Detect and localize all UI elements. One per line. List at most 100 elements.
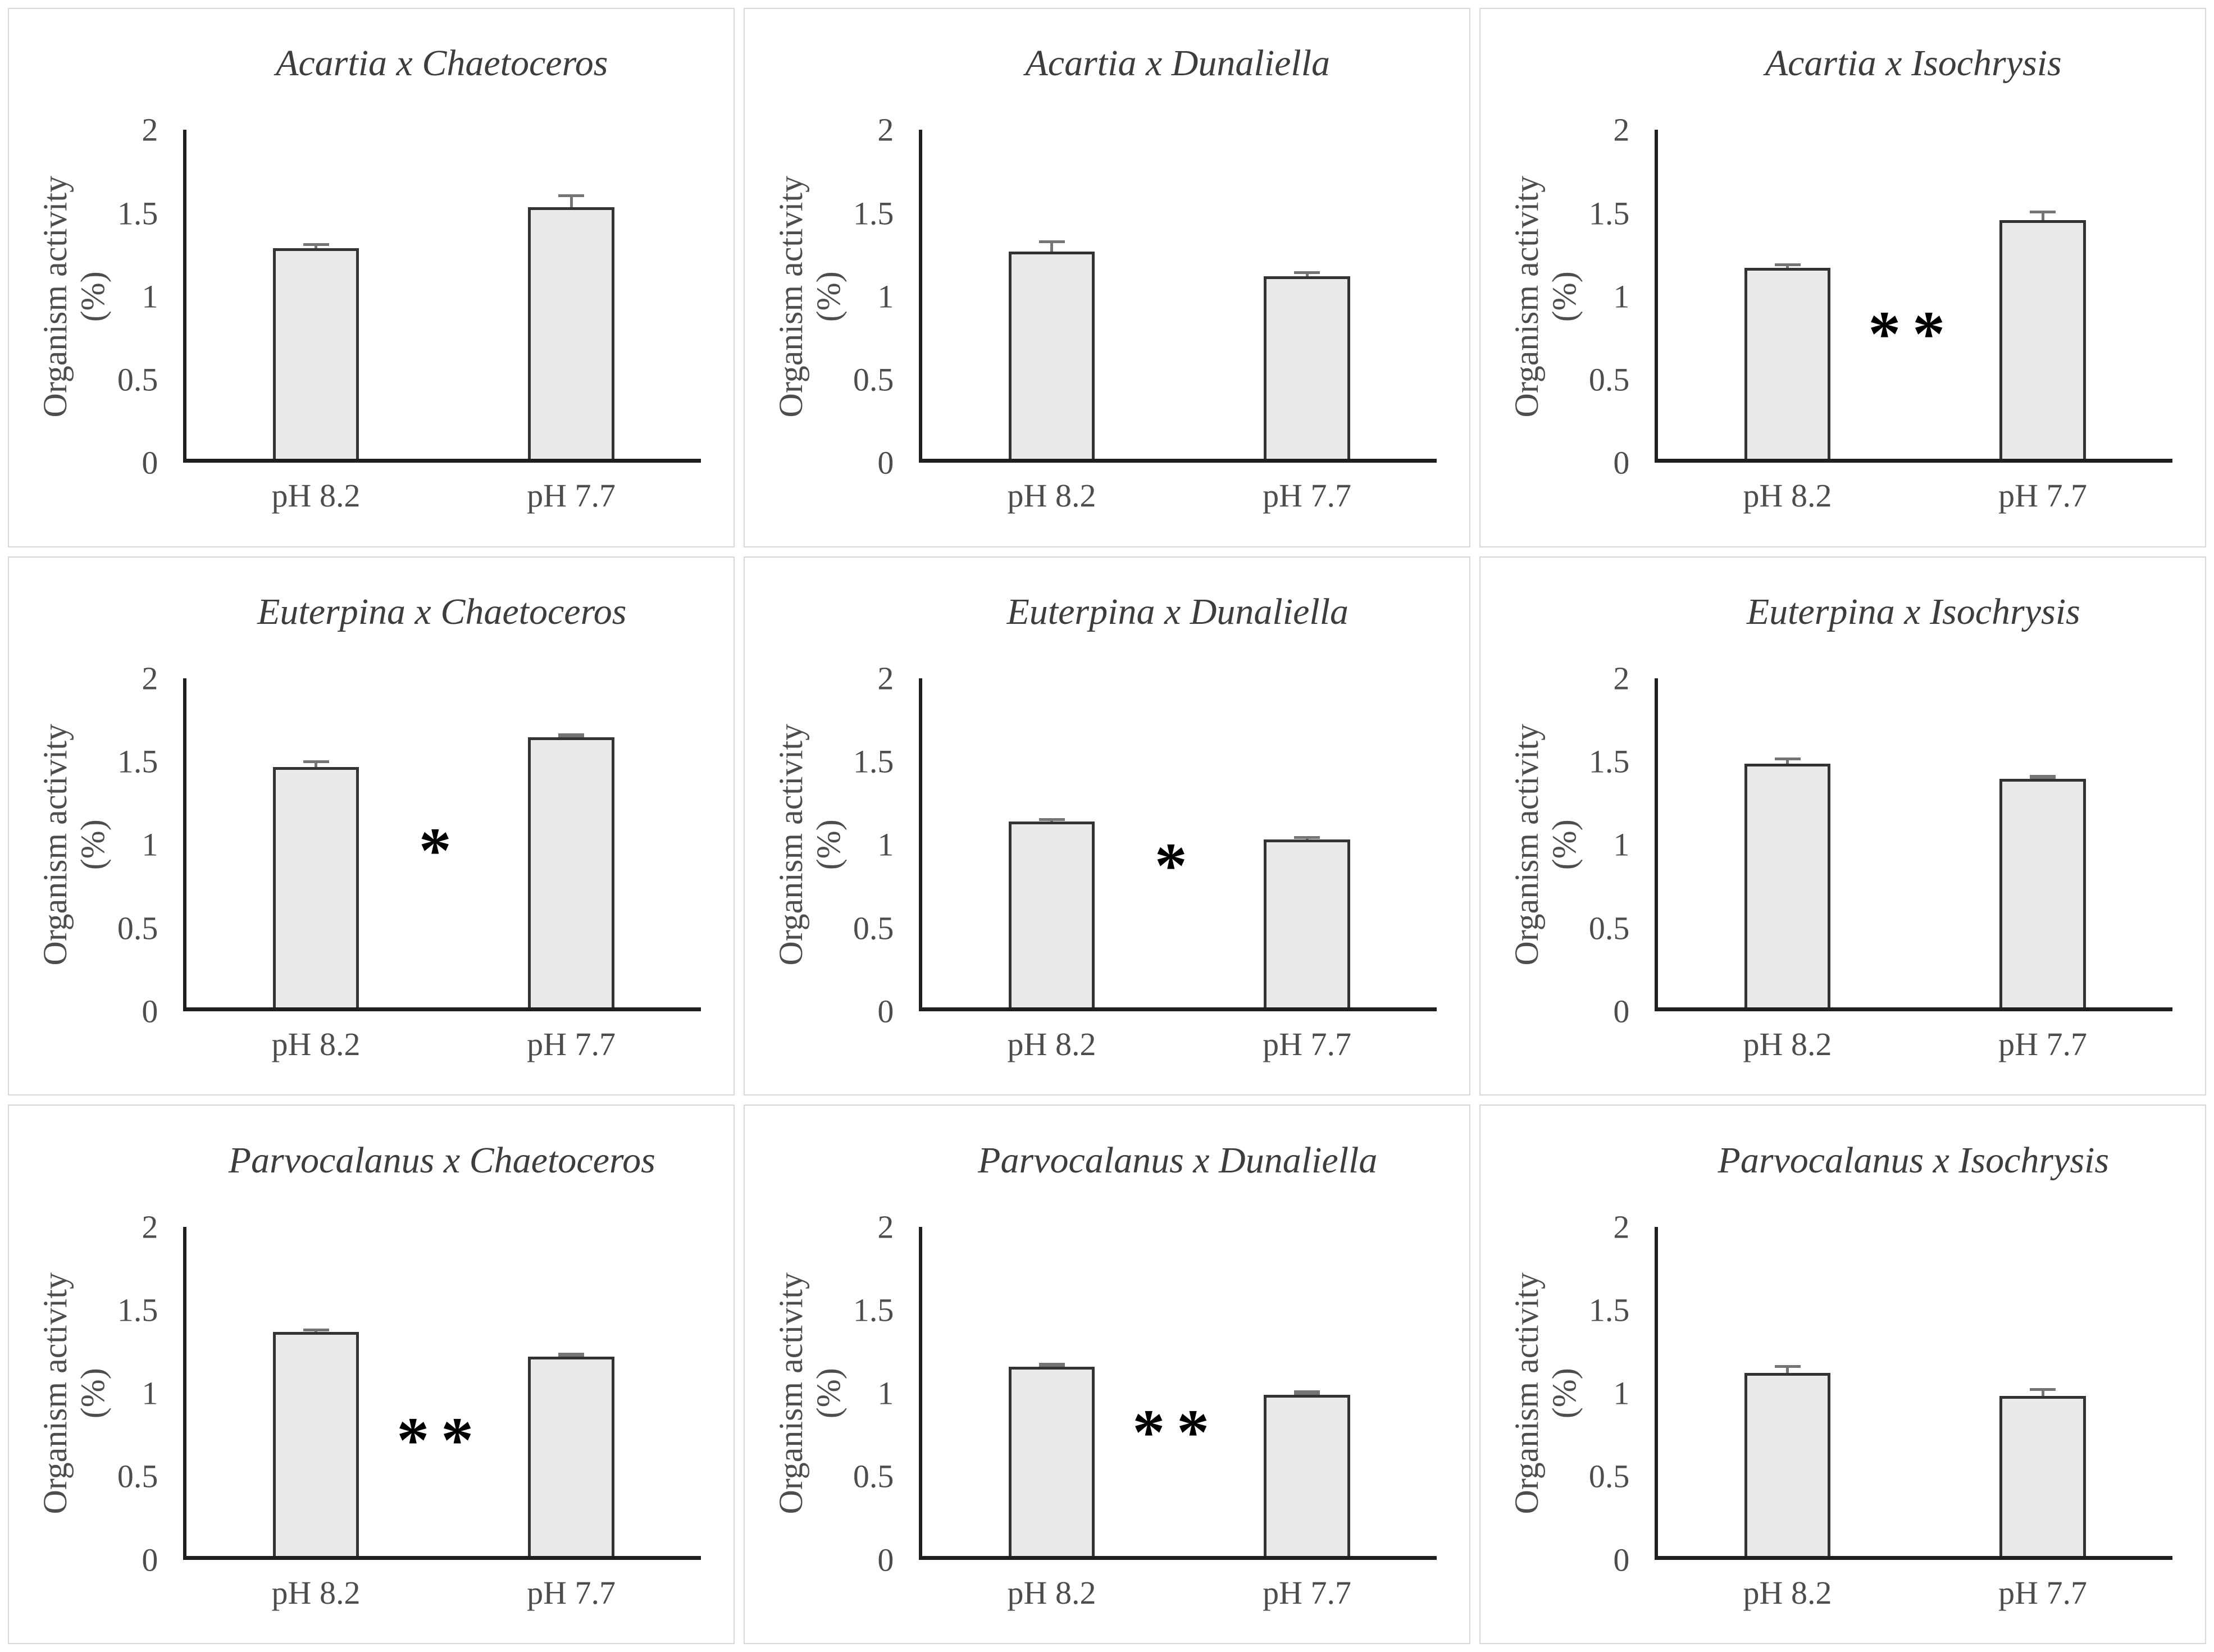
- x-tick-label: pH 8.2: [1007, 1026, 1096, 1063]
- bar-group: pH 7.7: [1998, 678, 2087, 1062]
- y-tick-label: 0: [877, 993, 894, 1030]
- chart-title: Euterpina x Chaetoceros: [257, 591, 627, 632]
- x-tick-label: pH 7.7: [1263, 1026, 1351, 1063]
- y-tick-label: 0: [142, 444, 158, 481]
- chart-panel: Euterpina x Chaetoceros Organism activit…: [8, 556, 735, 1096]
- y-tick-label: 0: [1613, 1541, 1630, 1578]
- y-tick-label: 0: [1613, 993, 1630, 1030]
- y-tick-label: 2: [877, 1208, 894, 1245]
- y-axis-ticks: 2 1.5 1 0.5 0: [745, 660, 900, 1029]
- plot-area: pH 8.2 pH 7.7 *: [918, 678, 1437, 1062]
- y-tick-label: 1.5: [117, 195, 158, 232]
- bar-group: pH 8.2: [1743, 678, 1832, 1062]
- bar: [1008, 1366, 1095, 1556]
- chart-panel: Parvocalanus x Isochrysis Organism activ…: [1479, 1105, 2206, 1644]
- chart-title: Parvocalanus x Chaetoceros: [228, 1139, 655, 1181]
- y-tick-label: 1: [1613, 1375, 1630, 1412]
- x-tick-label: pH 8.2: [1743, 477, 1832, 514]
- y-tick-label: 2: [877, 660, 894, 697]
- plot-area: pH 8.2 pH 7.7 **: [918, 1226, 1437, 1611]
- y-tick-label: 0: [877, 1541, 894, 1578]
- chart-title: Acartia x Isochrysis: [1765, 43, 2062, 84]
- x-tick-label: pH 8.2: [271, 1574, 361, 1611]
- y-tick-label: 1.5: [1588, 195, 1630, 232]
- significance-asterisks: *: [418, 815, 463, 887]
- y-axis-ticks: 2 1.5 1 0.5 0: [1480, 112, 1636, 481]
- bar: [1264, 1394, 1350, 1556]
- plot-area: pH 8.2 pH 7.7 *: [183, 678, 701, 1062]
- bar: [1264, 839, 1350, 1008]
- y-tick-label: 1: [142, 278, 158, 315]
- y-tick-label: 2: [1613, 111, 1630, 148]
- y-axis-ticks: 2 1.5 1 0.5 0: [1480, 660, 1636, 1029]
- bar-group: pH 7.7: [1263, 1227, 1351, 1611]
- bar-group: pH 7.7: [1263, 678, 1351, 1062]
- y-tick-label: 0: [877, 444, 894, 481]
- chart-panel: Euterpina x Dunaliella Organism activity…: [744, 556, 1470, 1096]
- chart-panel: Acartia x Isochrysis Organism activity (…: [1479, 8, 2206, 547]
- plot-area: pH 8.2 pH 7.7 **: [1654, 130, 2172, 514]
- bar-group: pH 7.7: [1998, 130, 2087, 514]
- x-tick-label: pH 8.2: [1007, 1574, 1096, 1611]
- y-axis-ticks: 2 1.5 1 0.5 0: [745, 1208, 900, 1578]
- y-tick-label: 1.5: [853, 195, 894, 232]
- bar-group: pH 8.2: [272, 678, 360, 1062]
- y-tick-label: 0: [1613, 444, 1630, 481]
- plot-area: pH 8.2 pH 7.7: [183, 130, 701, 514]
- bar: [528, 207, 614, 459]
- x-tick-label: pH 7.7: [1998, 1574, 2087, 1611]
- x-tick-label: pH 7.7: [527, 477, 616, 514]
- chart-title: Euterpina x Isochrysis: [1746, 591, 2080, 632]
- y-tick-label: 0.5: [1588, 361, 1630, 398]
- chart-title: Acartia x Dunaliella: [1025, 43, 1331, 84]
- bar-group: pH 8.2: [1743, 130, 1832, 514]
- x-tick-label: pH 7.7: [1263, 477, 1351, 514]
- chart-panel: Acartia x Dunaliella Organism activity (…: [744, 8, 1470, 547]
- bar-group: pH 7.7: [1263, 130, 1351, 514]
- y-tick-label: 0.5: [117, 361, 158, 398]
- y-tick-label: 1.5: [1588, 1292, 1630, 1329]
- chart-panel: Parvocalanus x Dunaliella Organism activ…: [744, 1105, 1470, 1644]
- y-tick-label: 2: [1613, 660, 1630, 697]
- y-tick-label: 2: [877, 111, 894, 148]
- bar: [1008, 821, 1095, 1008]
- y-tick-label: 0.5: [853, 910, 894, 947]
- y-tick-label: 0.5: [1588, 1458, 1630, 1495]
- significance-asterisks: **: [1868, 298, 1957, 370]
- y-tick-label: 2: [142, 660, 158, 697]
- x-tick-label: pH 8.2: [271, 1026, 361, 1063]
- y-axis-ticks: 2 1.5 1 0.5 0: [9, 660, 165, 1029]
- bar: [1999, 220, 2086, 459]
- x-tick-label: pH 8.2: [271, 477, 361, 514]
- x-tick-label: pH 7.7: [1998, 477, 2087, 514]
- plot-area: pH 8.2 pH 7.7: [918, 130, 1437, 514]
- chart-panel: Euterpina x Isochrysis Organism activity…: [1479, 556, 2206, 1096]
- y-tick-label: 1.5: [853, 1292, 894, 1329]
- chart-title: Euterpina x Dunaliella: [1006, 591, 1349, 632]
- y-tick-label: 1.5: [853, 743, 894, 780]
- y-tick-label: 1: [142, 826, 158, 863]
- chart-panel: Parvocalanus x Chaetoceros Organism acti…: [8, 1105, 735, 1644]
- chart-title: Parvocalanus x Dunaliella: [978, 1139, 1378, 1181]
- y-axis-ticks: 2 1.5 1 0.5 0: [1480, 1208, 1636, 1578]
- bar-group: pH 8.2: [1743, 1227, 1832, 1611]
- bar: [528, 737, 614, 1008]
- y-tick-label: 0.5: [117, 910, 158, 947]
- y-tick-label: 1.5: [117, 1292, 158, 1329]
- y-tick-label: 1: [1613, 826, 1630, 863]
- x-tick-label: pH 7.7: [1263, 1574, 1351, 1611]
- bar-group: pH 8.2: [272, 1227, 360, 1611]
- significance-asterisks: **: [397, 1404, 486, 1477]
- bar-group: pH 8.2: [1008, 130, 1096, 514]
- y-tick-label: 0: [142, 993, 158, 1030]
- plot-area: pH 8.2 pH 7.7: [1654, 1226, 2172, 1611]
- y-tick-label: 0: [142, 1541, 158, 1578]
- plot-area: pH 8.2 pH 7.7: [1654, 678, 2172, 1062]
- bar-group: pH 7.7: [527, 1227, 616, 1611]
- bar: [1744, 1373, 1831, 1556]
- bar: [528, 1357, 614, 1556]
- x-tick-label: pH 7.7: [1998, 1026, 2087, 1063]
- x-tick-label: pH 7.7: [527, 1574, 616, 1611]
- y-tick-label: 0.5: [117, 1458, 158, 1495]
